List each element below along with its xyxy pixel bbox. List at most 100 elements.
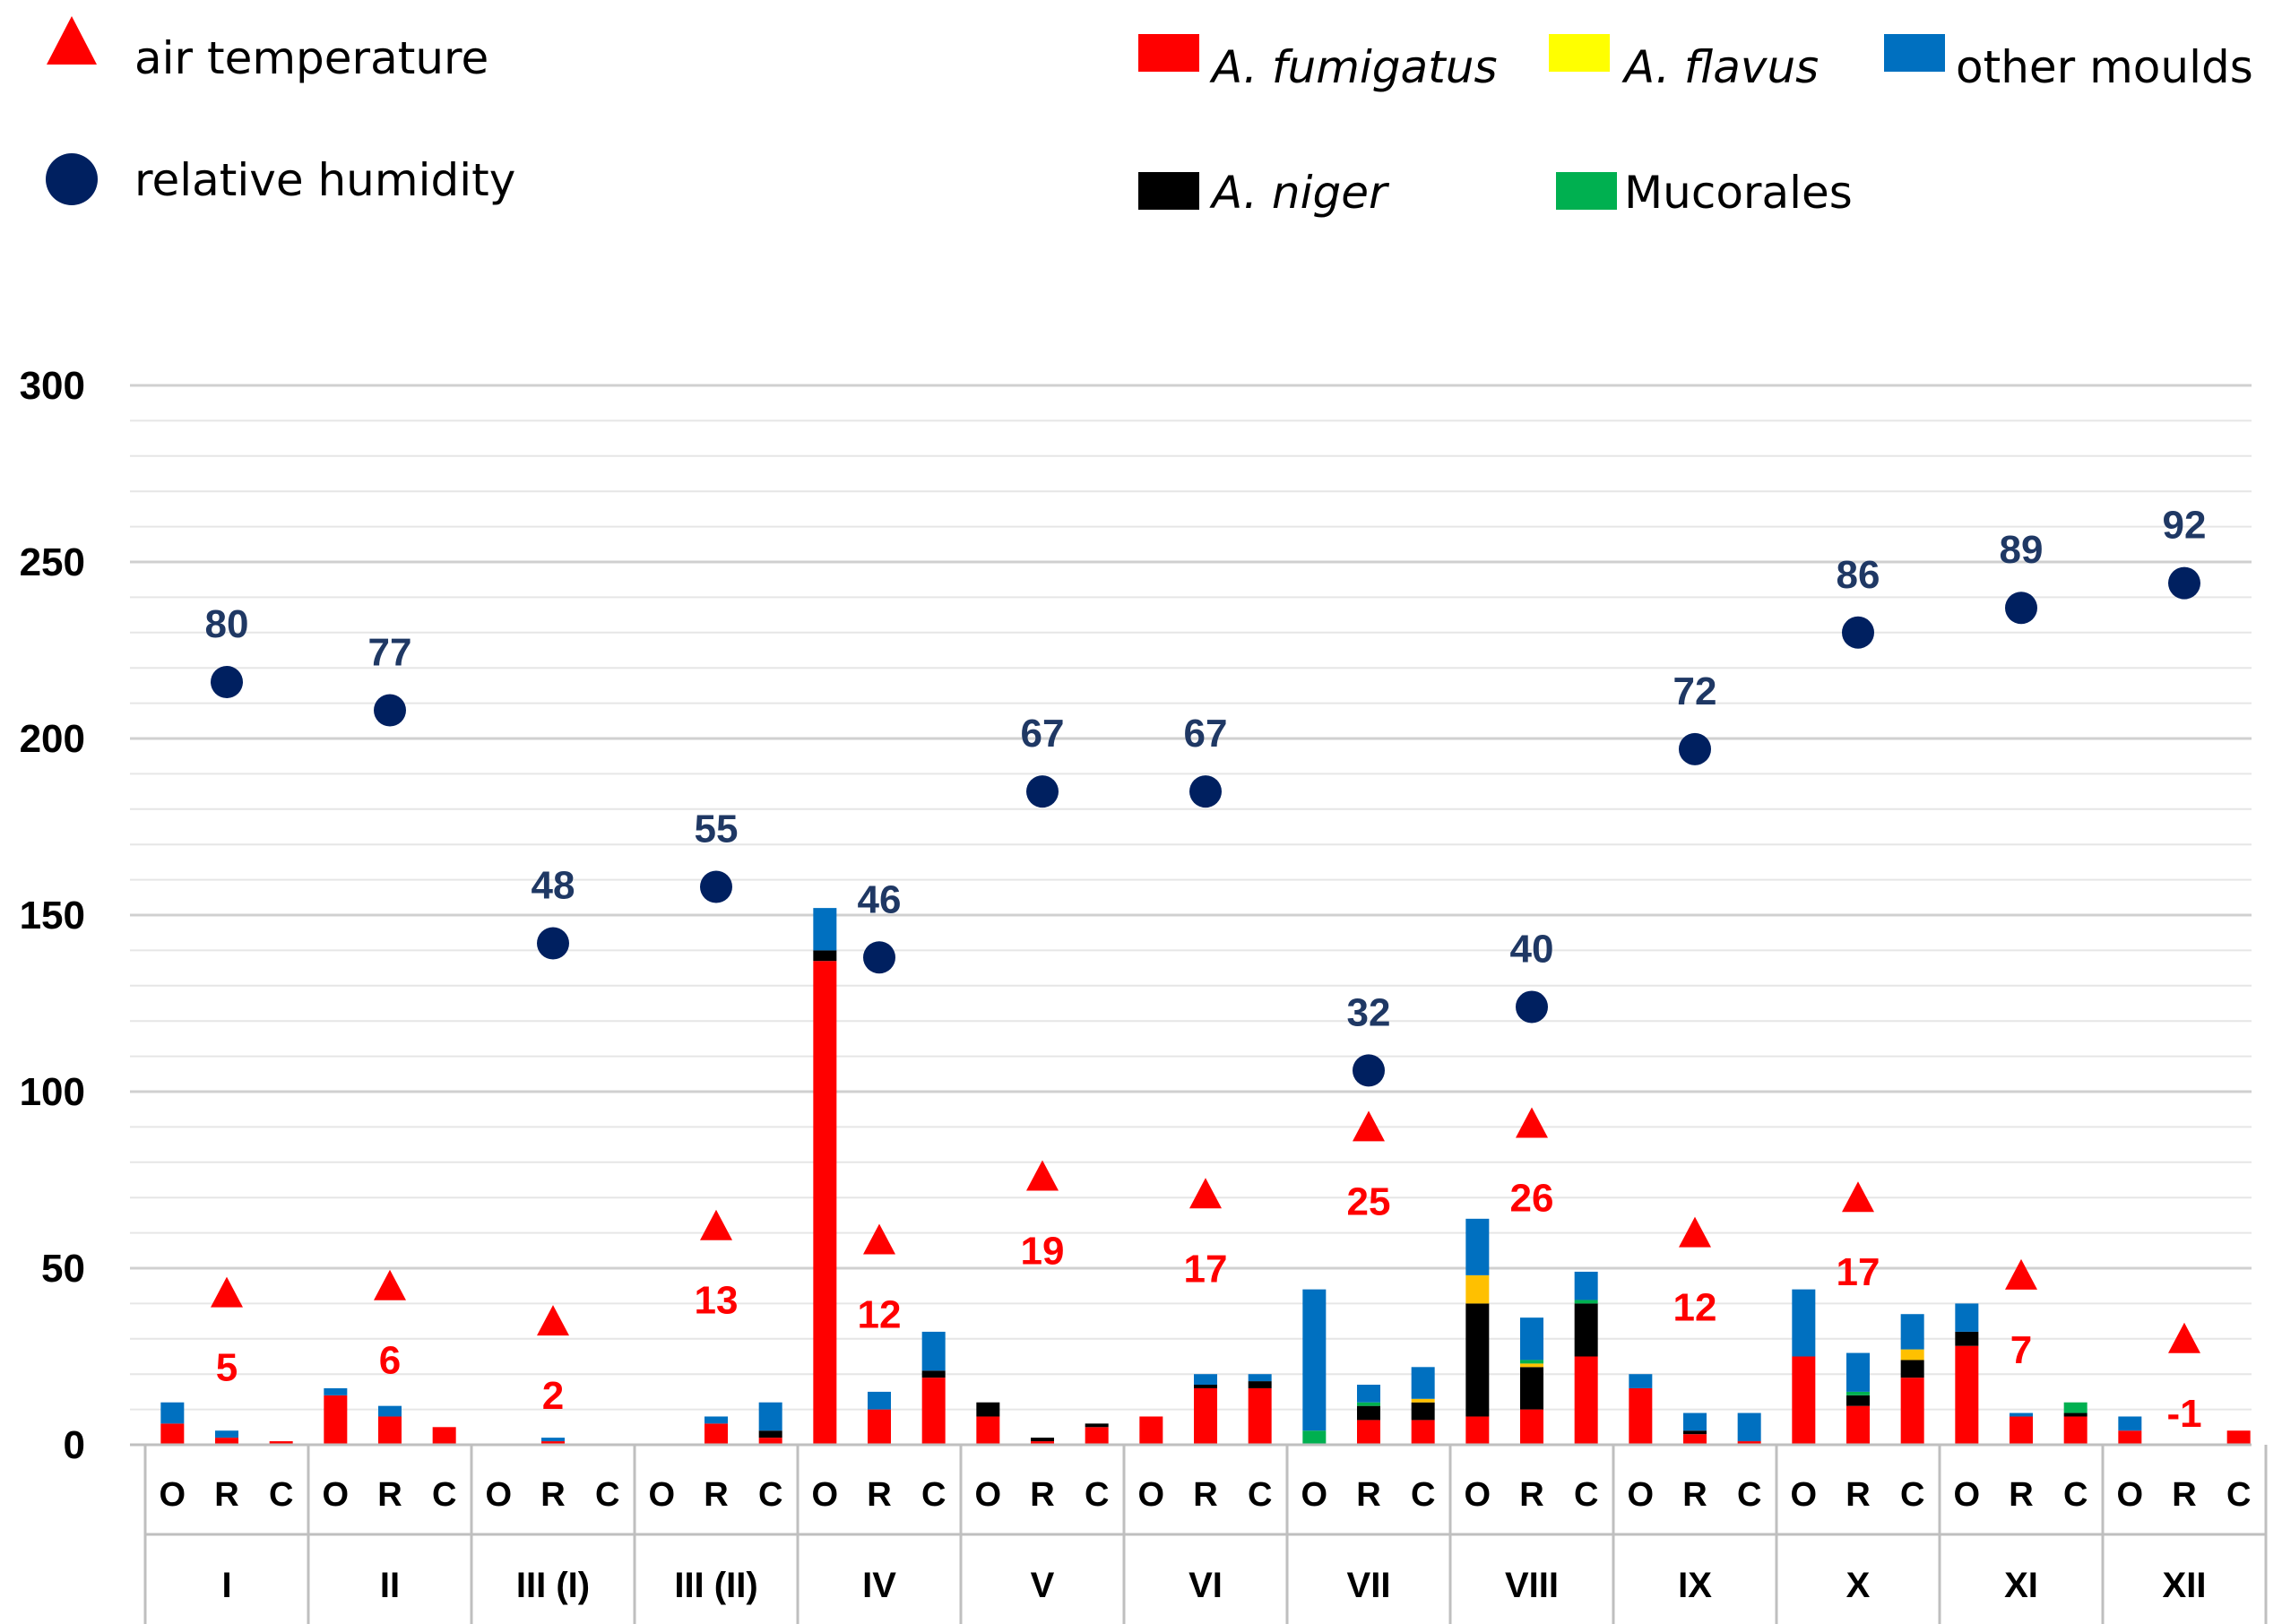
- temperature-marker: [374, 1269, 406, 1300]
- x-tick-label: C: [1411, 1476, 1435, 1514]
- bar-segment: [160, 1402, 185, 1424]
- bar-segment: [1574, 1303, 1598, 1357]
- temperature-series: 5 6 2 13 12 19 17 25 26 12 17 7 -1: [211, 1107, 2202, 1436]
- legend-niger-label: A. niger: [1209, 167, 1390, 219]
- temperature-marker: [1842, 1181, 1874, 1213]
- group-label: II: [380, 1566, 400, 1605]
- temperature-marker: [537, 1305, 569, 1336]
- humidity-label: 67: [1021, 712, 1065, 756]
- temperature-marker: [2005, 1258, 2037, 1290]
- x-tick-label: C: [921, 1476, 946, 1514]
- temperature-marker: [1353, 1110, 1385, 1142]
- humidity-marker: [863, 941, 895, 974]
- humidity-marker: [1842, 616, 1874, 649]
- group-label: IX: [1678, 1566, 1712, 1605]
- group-label: V: [1031, 1566, 1055, 1605]
- stacked-bars: [160, 908, 2251, 1445]
- x-tick-label: C: [1574, 1476, 1598, 1514]
- x-tick-label: O: [1628, 1476, 1655, 1514]
- legend-flavus-swatch: [1549, 34, 1610, 72]
- temperature-marker: [2168, 1322, 2200, 1353]
- bar-segment: [1302, 1289, 1327, 1431]
- legend-niger-swatch: [1138, 172, 1199, 210]
- temperature-label: 12: [858, 1292, 902, 1336]
- bar-segment: [1683, 1412, 1707, 1431]
- legend-humidity-marker: [46, 153, 98, 205]
- x-tick-label: O: [975, 1476, 1002, 1514]
- bar-segment: [2063, 1416, 2088, 1445]
- bar-segment: [1411, 1398, 1435, 1403]
- bar-segment: [215, 1430, 238, 1438]
- humidity-label: 77: [368, 630, 412, 674]
- temperature-label: 26: [1510, 1176, 1554, 1220]
- bar-segment: [1357, 1385, 1380, 1403]
- group-label: III (I): [516, 1566, 590, 1605]
- bar-segment: [1900, 1360, 1924, 1378]
- bar-segment: [1737, 1441, 1761, 1445]
- temperature-marker: [1516, 1107, 1548, 1138]
- bar-segment: [1411, 1420, 1435, 1445]
- group-label: XI: [2004, 1566, 2038, 1605]
- humidity-label: 86: [1837, 553, 1880, 597]
- bar-segment: [2118, 1416, 2142, 1431]
- x-tick-label: R: [2172, 1476, 2196, 1514]
- humidity-marker: [1516, 990, 1548, 1024]
- x-tick-label: C: [758, 1476, 782, 1514]
- x-tick-label: O: [2117, 1476, 2144, 1514]
- bar-segment: [1846, 1405, 1870, 1445]
- temperature-label: 5: [216, 1346, 238, 1390]
- y-axis-ticks: 0 50 100 150 200 250 300: [20, 364, 85, 1467]
- bar-segment: [1520, 1317, 1543, 1361]
- humidity-marker: [700, 870, 732, 903]
- temperature-label: 17: [1184, 1247, 1228, 1291]
- bar-segment: [324, 1387, 348, 1395]
- x-tick-label: C: [1248, 1476, 1272, 1514]
- x-tick-label: R: [867, 1476, 891, 1514]
- y-tick-label: 0: [64, 1423, 85, 1467]
- humidity-label: 89: [2000, 528, 2044, 572]
- bar-segment: [1248, 1381, 1272, 1388]
- bar-segment: [269, 1441, 293, 1445]
- bar-segment: [976, 1402, 1000, 1417]
- x-tick-label: C: [1085, 1476, 1109, 1514]
- x-tick-label: O: [1465, 1476, 1491, 1514]
- x-tick-label: C: [432, 1476, 456, 1514]
- humidity-marker: [1353, 1054, 1385, 1087]
- bar-segment: [2118, 1430, 2142, 1445]
- bar-segment: [541, 1441, 565, 1445]
- humidity-marker: [537, 927, 569, 960]
- temperature-marker: [1026, 1160, 1059, 1191]
- legend-humidity-label: relative humidity: [134, 154, 515, 206]
- bar-segment: [1846, 1395, 1870, 1406]
- humidity-label: 32: [1347, 990, 1391, 1034]
- x-tick-label: R: [1845, 1476, 1870, 1514]
- bar-segment: [324, 1395, 348, 1445]
- x-tick-label: R: [1030, 1476, 1054, 1514]
- legend: air temperature relative humidity A. fum…: [46, 16, 2253, 219]
- temperature-marker: [211, 1276, 243, 1308]
- bar-segment: [813, 950, 837, 962]
- bar-segment: [160, 1423, 185, 1445]
- x-tick-label: O: [1791, 1476, 1818, 1514]
- bar-segment: [1194, 1387, 1217, 1445]
- bar-segment: [1574, 1271, 1598, 1300]
- x-tick-label: O: [1138, 1476, 1165, 1514]
- bar-segment: [1194, 1374, 1217, 1386]
- x-tick-label: O: [649, 1476, 676, 1514]
- bar-segment: [1465, 1303, 1490, 1417]
- legend-mucorales-label: Mucorales: [1624, 167, 1853, 219]
- bar-segment: [704, 1416, 728, 1424]
- bar-segment: [921, 1370, 946, 1378]
- legend-other-swatch: [1884, 34, 1945, 72]
- x-tick-label: C: [269, 1476, 293, 1514]
- bar-segment: [1846, 1391, 1870, 1395]
- bar-segment: [1031, 1441, 1054, 1445]
- bar-segment: [868, 1409, 891, 1445]
- bar-segment: [378, 1405, 402, 1417]
- group-label: III (II): [674, 1566, 757, 1605]
- x-tick-label: R: [377, 1476, 402, 1514]
- legend-fumigatus-swatch: [1138, 34, 1199, 72]
- bar-segment: [1737, 1412, 1761, 1442]
- x-tick-label: R: [1356, 1476, 1380, 1514]
